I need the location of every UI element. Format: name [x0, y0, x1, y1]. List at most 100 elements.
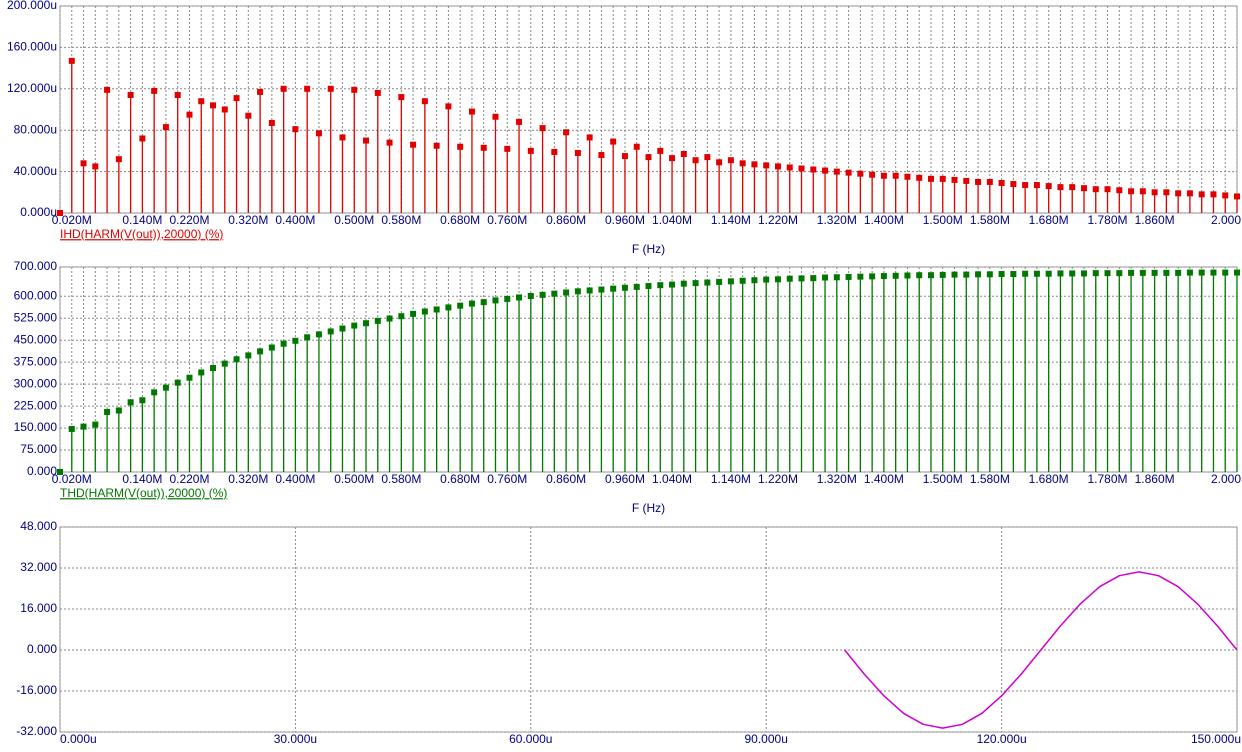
stem-marker	[1210, 269, 1217, 276]
stem-marker	[669, 281, 676, 288]
stem-marker	[527, 147, 534, 154]
x-tick-label: 0.500M	[334, 472, 374, 486]
stem-marker	[410, 310, 417, 317]
stem-marker	[504, 145, 511, 152]
stem-marker	[563, 129, 570, 136]
x-tick-label: 0.400M	[275, 472, 315, 486]
y-tick-label: 16.000	[20, 601, 57, 615]
stem-marker	[845, 169, 852, 176]
stem-marker	[351, 86, 358, 93]
stem-marker	[1033, 182, 1040, 189]
y-tick-label: 0.000u	[20, 205, 57, 219]
stem-marker	[621, 153, 628, 160]
stem-marker	[233, 356, 240, 363]
stem-marker	[716, 159, 723, 166]
stem-marker	[127, 92, 134, 99]
stem-marker	[1104, 186, 1111, 193]
stem-marker	[610, 285, 617, 292]
stem-marker	[1092, 270, 1099, 277]
y-tick-label: 0.000	[27, 642, 57, 656]
stem-marker	[363, 137, 370, 144]
x-tick-label: 1.780M	[1088, 213, 1128, 227]
stem-marker	[892, 272, 899, 279]
stem-marker	[1080, 185, 1087, 192]
stem-marker	[151, 389, 158, 396]
x-tick-label: 30.000u	[274, 732, 317, 746]
x-tick-label: 0.580M	[381, 213, 421, 227]
x-tick-label: 0.400M	[275, 213, 315, 227]
x-tick-label: 1.220M	[758, 213, 798, 227]
stem-marker	[1222, 192, 1229, 199]
stem-marker	[374, 89, 381, 96]
x-tick-label: 1.140M	[711, 472, 751, 486]
stem-marker	[763, 276, 770, 283]
stem-marker	[1163, 189, 1170, 196]
stem-marker	[610, 138, 617, 145]
stem-marker	[1069, 184, 1076, 191]
x-tick-label: 0.220M	[169, 472, 209, 486]
y-tick-label: 75.000	[20, 442, 57, 456]
stem-marker	[1010, 271, 1017, 278]
stem-marker	[621, 284, 628, 291]
y-axis-label: IHD(HARM(V(out)),20000) (%)	[60, 227, 223, 241]
x-tick-label: 1.860M	[1135, 213, 1175, 227]
y-tick-label: -32.000	[16, 724, 57, 738]
stem-marker	[386, 315, 393, 322]
x-tick-label: 0.140M	[122, 472, 162, 486]
stem-marker	[763, 162, 770, 169]
stem-marker	[704, 154, 711, 161]
stem-marker	[68, 425, 75, 432]
x-axis-label: F (Hz)	[632, 501, 665, 515]
stem-marker	[315, 130, 322, 137]
x-tick-label: 0.760M	[487, 472, 527, 486]
stem-marker	[516, 294, 523, 301]
stem-marker	[1045, 183, 1052, 190]
stem-marker	[692, 157, 699, 164]
stem-marker	[1175, 190, 1182, 197]
stem-marker	[139, 397, 146, 404]
stem-marker	[115, 156, 122, 163]
stem-marker	[1128, 188, 1135, 195]
stem-marker	[798, 165, 805, 172]
x-tick-label: 0.020M	[52, 213, 92, 227]
stem-marker	[339, 134, 346, 141]
stem-marker	[398, 94, 405, 101]
stem-marker	[1234, 269, 1240, 276]
stem-marker	[516, 118, 523, 125]
y-tick-label: 150.000	[14, 420, 58, 434]
stem-marker	[951, 176, 958, 183]
stem-marker	[727, 157, 734, 164]
x-tick-label: 60.000u	[509, 732, 552, 746]
x-tick-label: 150.000u	[1191, 732, 1241, 746]
x-tick-label: 0.000u	[60, 732, 97, 746]
x-tick-label: 1.500M	[923, 213, 963, 227]
stem-marker	[92, 421, 99, 428]
stem-marker	[304, 334, 311, 341]
x-tick-label: 90.000u	[745, 732, 788, 746]
y-tick-label: 600.000	[14, 288, 58, 302]
stem-marker	[363, 320, 370, 327]
stem-marker	[975, 271, 982, 278]
stem-marker	[739, 277, 746, 284]
stem-marker	[539, 125, 546, 132]
x-tick-label: 0.220M	[169, 213, 209, 227]
stem-marker	[939, 271, 946, 278]
y-axis-label: THD(HARM(V(out)),20000) (%)	[60, 486, 227, 500]
stem-marker	[633, 283, 640, 290]
stem-marker	[845, 273, 852, 280]
stem-marker	[1022, 182, 1029, 189]
x-tick-label: 0.680M	[440, 213, 480, 227]
stem-marker	[645, 283, 652, 290]
stem-marker	[398, 313, 405, 320]
stem-marker	[433, 142, 440, 149]
stem-marker	[221, 106, 228, 113]
stem-marker	[233, 95, 240, 102]
y-tick-label: 80.000u	[14, 122, 57, 136]
stem-marker	[468, 108, 475, 115]
x-axis-label: F (Hz)	[632, 242, 665, 256]
stem-marker	[57, 469, 63, 475]
stem-marker	[1151, 189, 1158, 196]
stem-marker	[727, 278, 734, 285]
stem-marker	[1198, 191, 1205, 198]
stem-marker	[104, 408, 111, 415]
